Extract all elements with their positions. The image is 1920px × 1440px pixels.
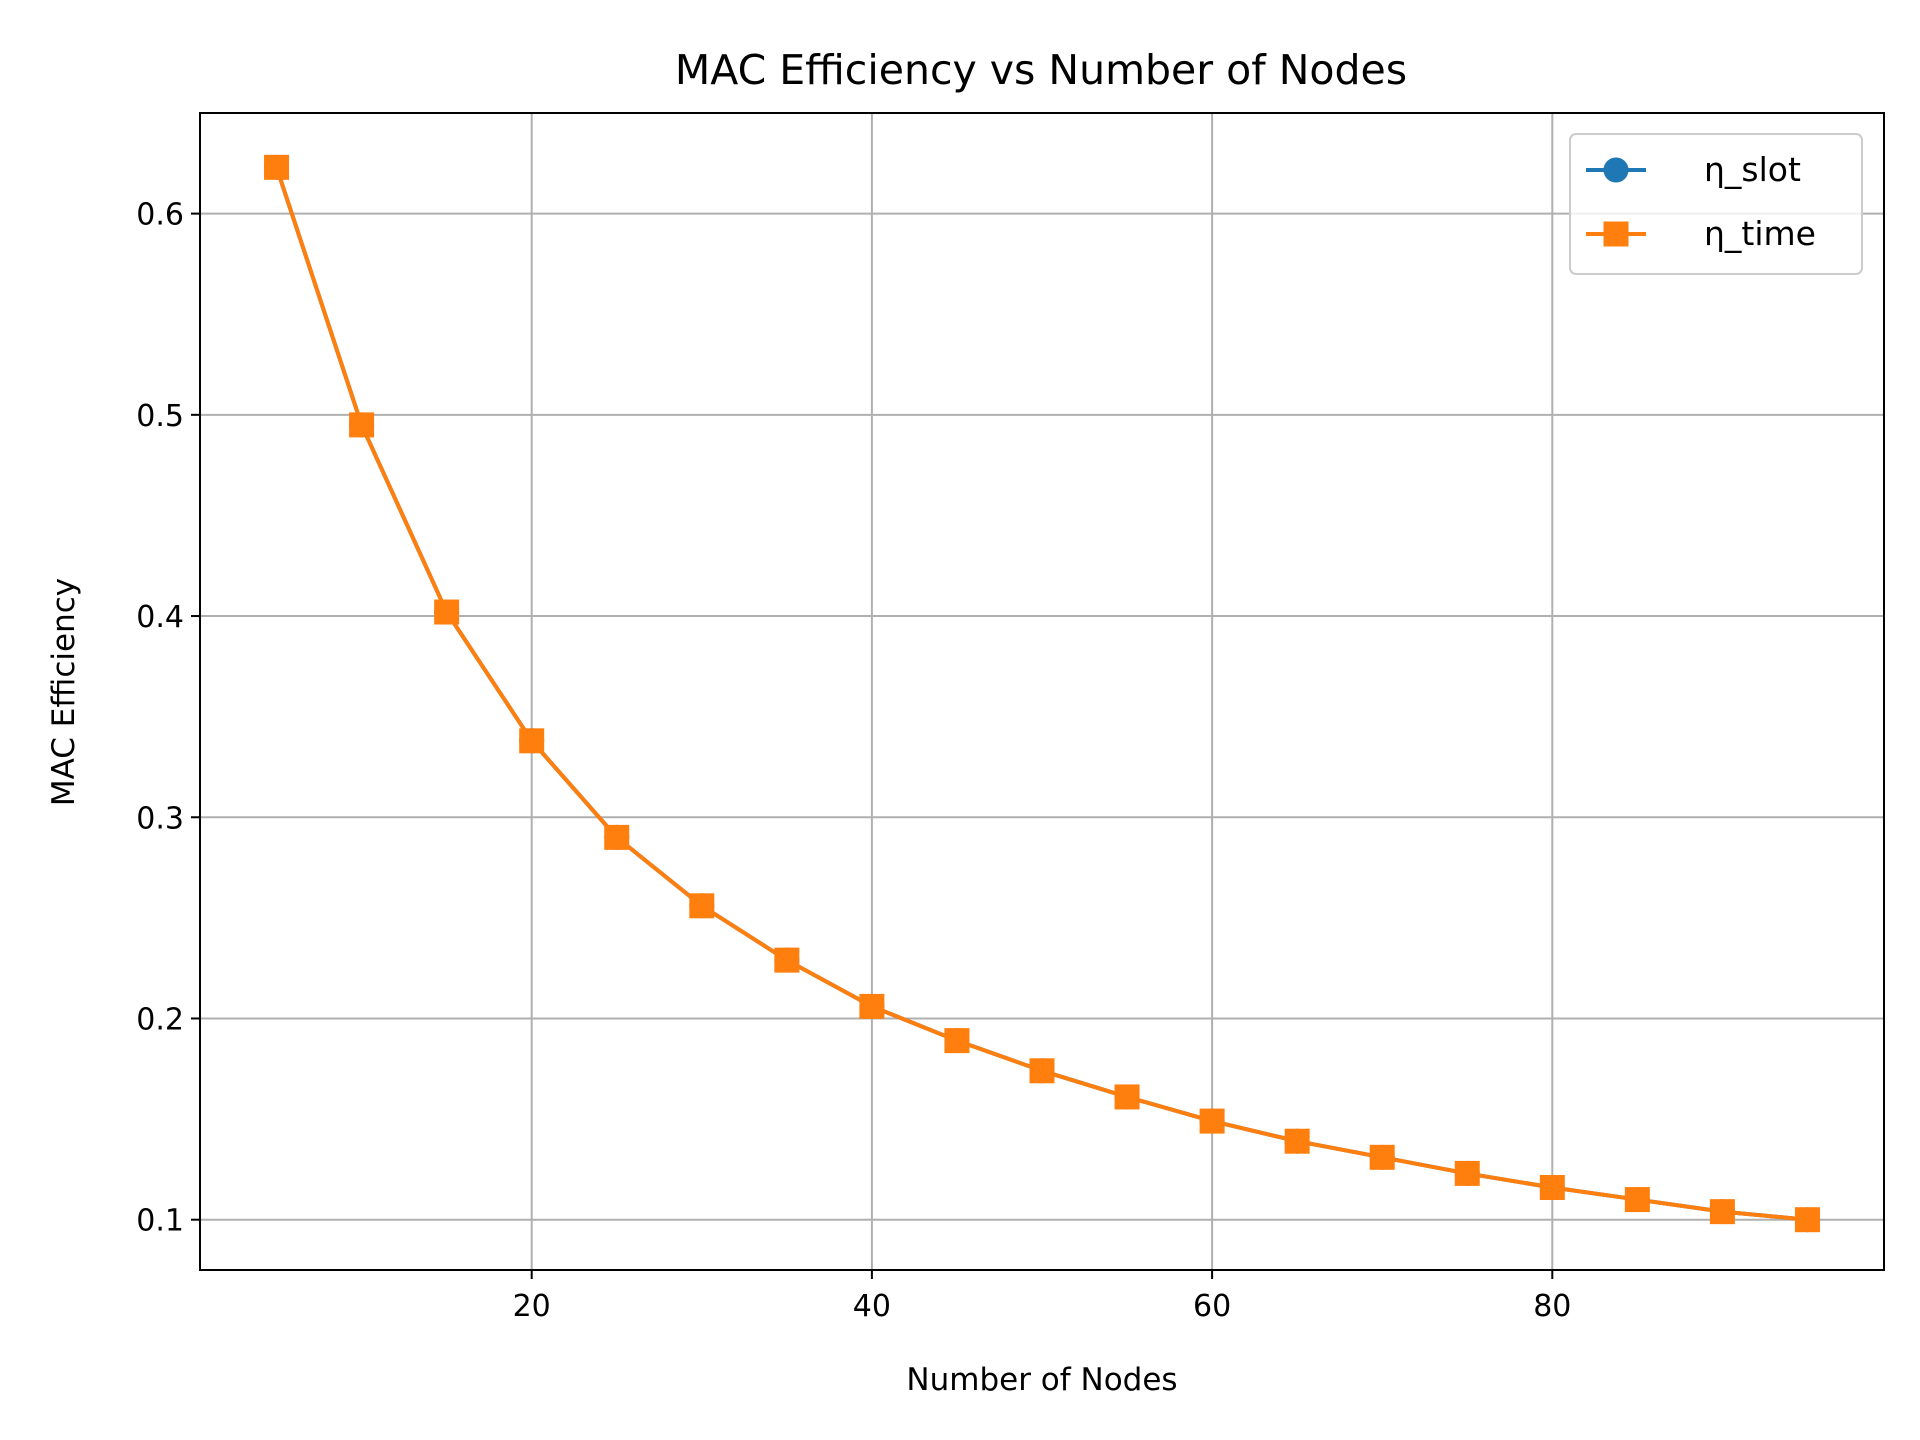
series [264, 154, 1820, 1233]
x-tick-label: 40 [853, 1289, 891, 1324]
y-tick-label: 0.5 [136, 399, 184, 434]
data-point [1199, 1108, 1225, 1134]
plot-frame [199, 112, 1885, 1271]
data-point [1794, 1207, 1820, 1233]
data-point [434, 599, 460, 625]
data-point [944, 1028, 970, 1054]
y-tick-label: 0.1 [136, 1204, 184, 1239]
data-point [604, 824, 630, 850]
data-point [1114, 1084, 1140, 1110]
data-point [1029, 1058, 1055, 1084]
data-point [264, 154, 290, 180]
legend-entry: η_time [1586, 214, 1816, 253]
data-point [1284, 1128, 1310, 1154]
chart-title: MAC Efficiency vs Number of Nodes [675, 46, 1407, 94]
legend-entry: η_slot [1586, 150, 1801, 189]
y-tick-label: 0.2 [136, 1002, 184, 1037]
ticks: 20 40 60 80 0.1 0.2 0.3 0.4 0.5 0.6 [136, 198, 1571, 1324]
y-axis-label: MAC Efficiency [46, 578, 82, 806]
data-point [1454, 1160, 1480, 1186]
data-point [1709, 1199, 1735, 1225]
data-point [859, 993, 885, 1019]
legend-marker [1603, 157, 1629, 183]
y-tick-label: 0.4 [136, 600, 184, 635]
data-point [1539, 1175, 1565, 1201]
x-tick-label: 80 [1533, 1289, 1571, 1324]
data-point [1624, 1187, 1650, 1213]
legend-marker [1603, 221, 1629, 247]
legend-label: η_slot [1704, 150, 1801, 189]
data-point [774, 947, 800, 973]
y-tick-label: 0.6 [136, 198, 184, 233]
data-point [1369, 1144, 1395, 1170]
series-eta-time [264, 154, 1820, 1233]
data-point [519, 728, 545, 754]
x-tick-label: 20 [513, 1289, 551, 1324]
data-point [349, 412, 375, 438]
data-point [689, 893, 715, 919]
x-axis-label: Number of Nodes [906, 1362, 1177, 1398]
y-tick-label: 0.3 [136, 801, 184, 836]
legend: η_slot η_time [1569, 133, 1863, 275]
x-tick-label: 60 [1193, 1289, 1231, 1324]
legend-label: η_time [1704, 214, 1816, 253]
